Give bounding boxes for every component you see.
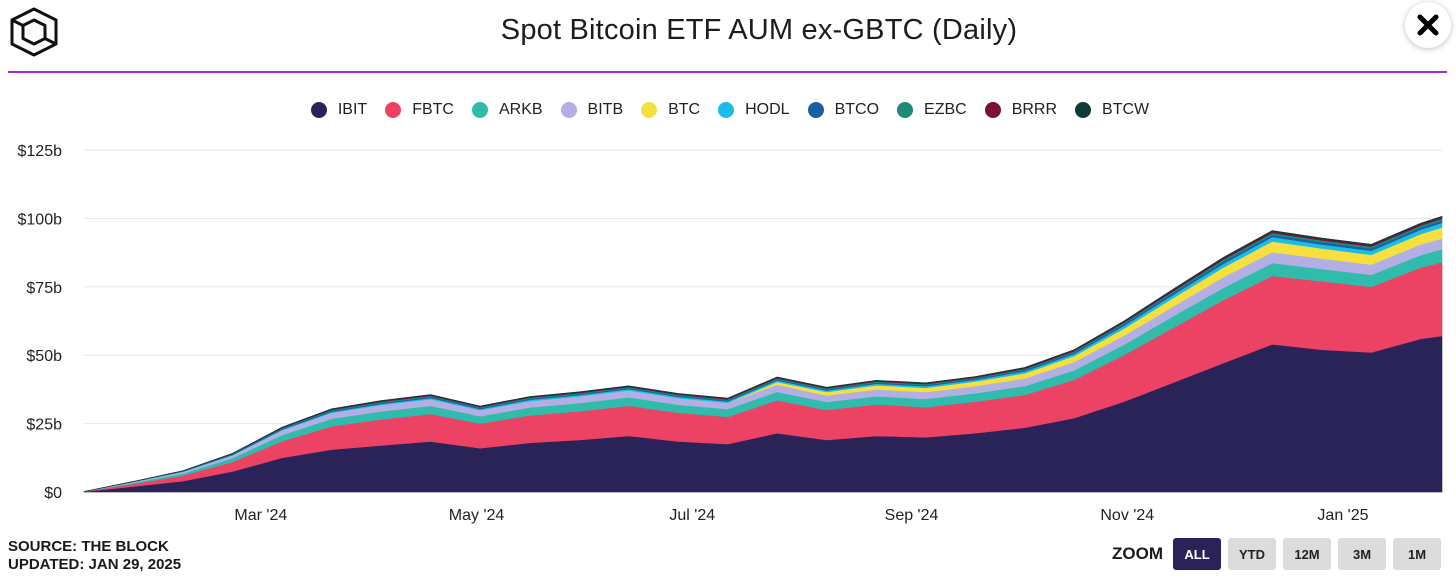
legend-swatch [807, 102, 824, 118]
legend-swatch [641, 102, 658, 118]
y-tick-label: $0 [44, 485, 62, 502]
x-tick-label: Jan '25 [1317, 507, 1368, 524]
legend-item-fbtc[interactable]: FBTC [385, 101, 454, 119]
logo [8, 6, 60, 58]
y-tick-label: $75b [26, 280, 62, 297]
close-icon [1417, 14, 1439, 36]
legend-item-ezbc[interactable]: EZBC [897, 101, 967, 119]
legend-item-btc[interactable]: BTC [641, 101, 700, 119]
legend-label: EZBC [924, 101, 967, 118]
legend-item-bitb[interactable]: BITB [560, 101, 624, 119]
legend-swatch [560, 102, 577, 118]
legend-item-btco[interactable]: BTCO [807, 101, 880, 119]
legend-swatch [310, 102, 327, 118]
legend-swatch [718, 102, 735, 118]
legend-label: BTCW [1102, 101, 1150, 118]
legend-swatch [897, 102, 914, 118]
legend-label: BTCO [834, 101, 880, 118]
legend-label: BRRR [1011, 101, 1058, 118]
legend-label: IBIT [337, 101, 368, 118]
legend-label: FBTC [412, 101, 454, 118]
legend-swatch [385, 102, 402, 118]
zoom-button-3m[interactable]: 3M [1338, 538, 1386, 570]
area-series-btcw[interactable] [83, 215, 1443, 492]
updated-line: UPDATED: JAN 29, 2025 [8, 556, 182, 573]
legend-item-brrr[interactable]: BRRR [984, 101, 1058, 119]
x-tick-label: May '24 [449, 507, 505, 524]
legend-swatch [1075, 102, 1092, 118]
legend-label: ARKB [498, 101, 543, 118]
chart-title: Spot Bitcoin ETF AUM ex-GBTC (Daily) [500, 14, 1018, 46]
legend-item-btcw[interactable]: BTCW [1075, 101, 1149, 119]
legend-label: HODL [745, 101, 790, 118]
y-tick-label: $100b [18, 211, 63, 228]
close-button[interactable] [1405, 2, 1451, 48]
legend-item-arkb[interactable]: ARKB [471, 101, 543, 119]
x-tick-label: Jul '24 [669, 507, 715, 524]
zoom-button-12m[interactable]: 12M [1283, 538, 1331, 570]
zoom-button-ytd[interactable]: YTD [1228, 538, 1276, 570]
zoom-label: ZOOM [1112, 544, 1163, 563]
source-line: SOURCE: THE BLOCK [8, 538, 169, 555]
x-tick-label: Mar '24 [234, 507, 287, 524]
legend-label: BTC [668, 101, 701, 118]
legend-item-ibit[interactable]: IBIT [310, 101, 368, 119]
x-tick-label: Sep '24 [885, 507, 939, 524]
zoom-button-1m[interactable]: 1M [1393, 538, 1441, 570]
cube-logo-icon [10, 7, 58, 57]
chart-legend: IBIT FBTC ARKB BITB BTC HODL BTCO EZBC BRRR BTCW [0, 101, 1456, 119]
legend-label: BITB [587, 101, 624, 118]
zoom-controls: ZOOM ALL YTD 12M 3M 1M [1112, 538, 1448, 570]
legend-item-hodl[interactable]: HODL [718, 101, 790, 119]
title-divider [8, 71, 1447, 73]
y-tick-label: $25b [26, 417, 62, 434]
source-note: SOURCE: THE BLOCK UPDATED: JAN 29, 2025 [8, 538, 181, 574]
y-tick-label: $125b [18, 143, 63, 160]
legend-swatch [984, 102, 1001, 118]
legend-swatch [471, 102, 488, 118]
x-tick-label: Nov '24 [1100, 507, 1154, 524]
zoom-button-all[interactable]: ALL [1173, 538, 1221, 570]
y-tick-label: $50b [26, 348, 62, 365]
